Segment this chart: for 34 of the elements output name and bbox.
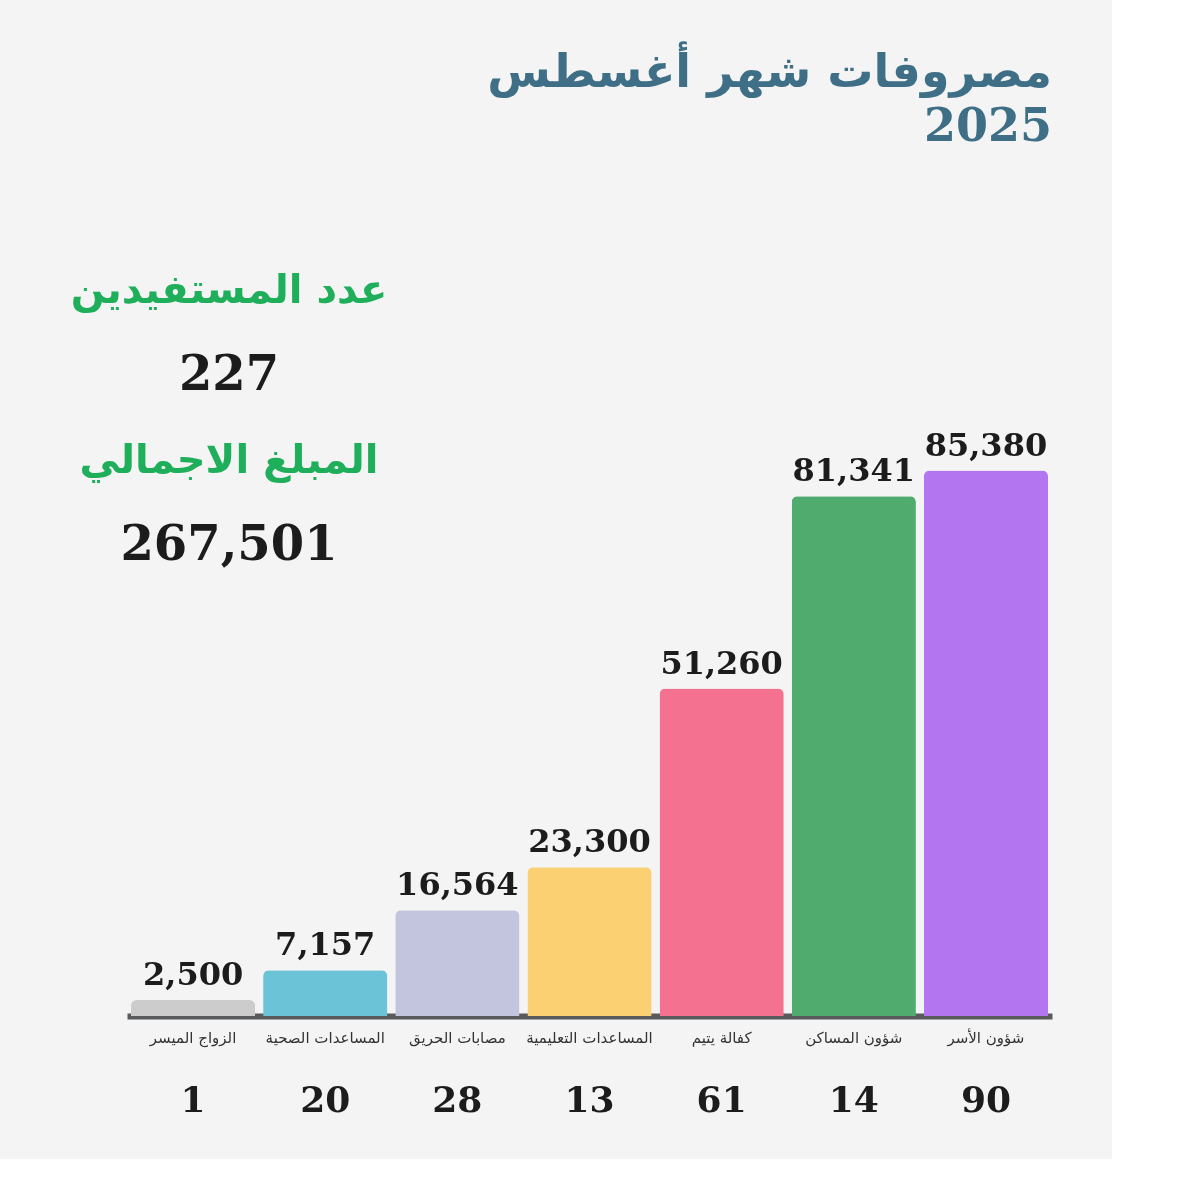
x-tick-label: المساعدات الصحية [265, 1028, 385, 1047]
bar [791, 496, 916, 1016]
data-label: 23,300 [528, 822, 651, 861]
bar [130, 1000, 256, 1016]
text: 20 [300, 1078, 351, 1120]
bar [263, 970, 388, 1016]
bar [395, 910, 520, 1016]
text: عدد المستفيدين [70, 266, 388, 313]
data-label: 85,380 [924, 425, 1048, 464]
x-tick-label: شؤون المساكن [805, 1028, 903, 1047]
text: 227 [178, 345, 280, 401]
x-tick-label: مصابات الحريق [409, 1028, 506, 1047]
x-tick-label: شؤون الأسر [946, 1027, 1025, 1047]
chart-title: مصروفات شهر أغسطس [487, 41, 1052, 98]
bar [659, 688, 784, 1016]
x-tick-label: الزواج الميسر [148, 1028, 237, 1048]
text: 90 [960, 1078, 1011, 1120]
text: 61 [696, 1078, 747, 1120]
text: 28 [432, 1078, 483, 1120]
data-label: 2,500 [142, 955, 244, 994]
bar [527, 867, 652, 1016]
x-tick-label: كفالة يتيم [691, 1028, 753, 1047]
data-label: 51,260 [660, 643, 783, 682]
data-label: 7,157 [275, 925, 376, 964]
data-label: 81,341 [792, 451, 916, 490]
text: 1 [180, 1078, 206, 1120]
x-tick-label: المساعدات التعليمية [526, 1028, 653, 1047]
annotation: المبلغ الاجمالي [79, 436, 379, 483]
text: 14 [828, 1078, 879, 1120]
bar [923, 470, 1049, 1016]
annotation: 267,501 [120, 515, 338, 571]
text: 13 [564, 1078, 615, 1120]
chart-subtitle: 2025 [923, 98, 1052, 152]
data-label: 16,564 [396, 865, 519, 904]
